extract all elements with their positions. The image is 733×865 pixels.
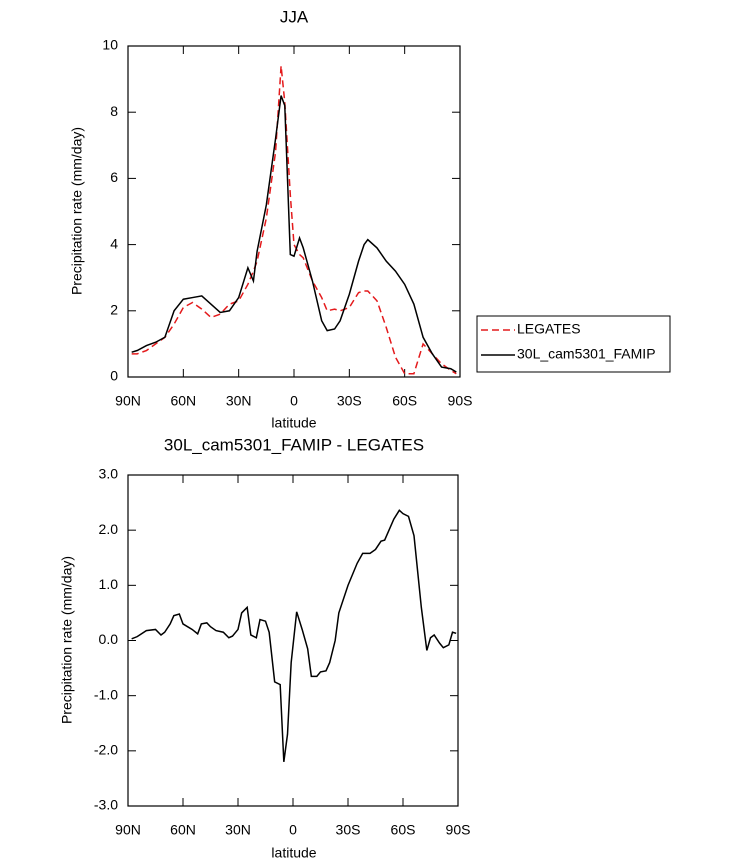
y-tick-label: 1.0 [99, 576, 119, 592]
x-tick-label: 60S [391, 822, 416, 838]
legend-label: 30L_cam5301_FAMIP [517, 346, 656, 362]
legend-box [476, 315, 671, 373]
y-tick-label: 0.0 [99, 631, 119, 647]
y-tick-label: -3.0 [94, 797, 118, 813]
x-tick-label: 60N [170, 822, 196, 838]
x-tick-label: 60S [392, 393, 417, 409]
x-tick-label: 30N [225, 822, 251, 838]
legend-label: LEGATES [517, 321, 581, 337]
chart-title: 30L_cam5301_FAMIP - LEGATES [164, 435, 424, 454]
x-tick-label: 90N [115, 393, 141, 409]
x-tick-label: 30S [336, 822, 361, 838]
x-tick-label: 90N [115, 822, 141, 838]
data-line [131, 95, 457, 373]
data-line [131, 65, 457, 375]
data-line [131, 509, 457, 762]
y-axis-label: Precipitation rate (mm/day) [59, 556, 75, 724]
y-tick-label: 8 [110, 103, 118, 119]
y-tick-label: -1.0 [94, 686, 118, 702]
y-tick-label: 2.0 [99, 521, 119, 537]
y-tick-label: 4 [110, 235, 118, 251]
y-tick-label: 6 [110, 169, 118, 185]
x-tick-label: 90S [448, 393, 473, 409]
y-tick-label: 2 [110, 302, 118, 318]
x-axis-label: latitude [271, 845, 316, 861]
y-tick-label: 0 [110, 368, 118, 384]
y-tick-label: 3.0 [99, 466, 119, 482]
x-tick-label: 0 [289, 822, 297, 838]
x-tick-label: 60N [170, 393, 196, 409]
x-tick-label: 0 [290, 393, 298, 409]
y-tick-label: 10 [102, 37, 118, 53]
x-tick-label: 30N [226, 393, 252, 409]
plot-frame [127, 45, 461, 378]
x-tick-label: 90S [446, 822, 471, 838]
chart-title: JJA [280, 7, 309, 26]
x-axis-label: latitude [271, 415, 316, 431]
y-tick-label: -2.0 [94, 742, 118, 758]
x-tick-label: 30S [337, 393, 362, 409]
y-axis-label: Precipitation rate (mm/day) [69, 127, 85, 295]
